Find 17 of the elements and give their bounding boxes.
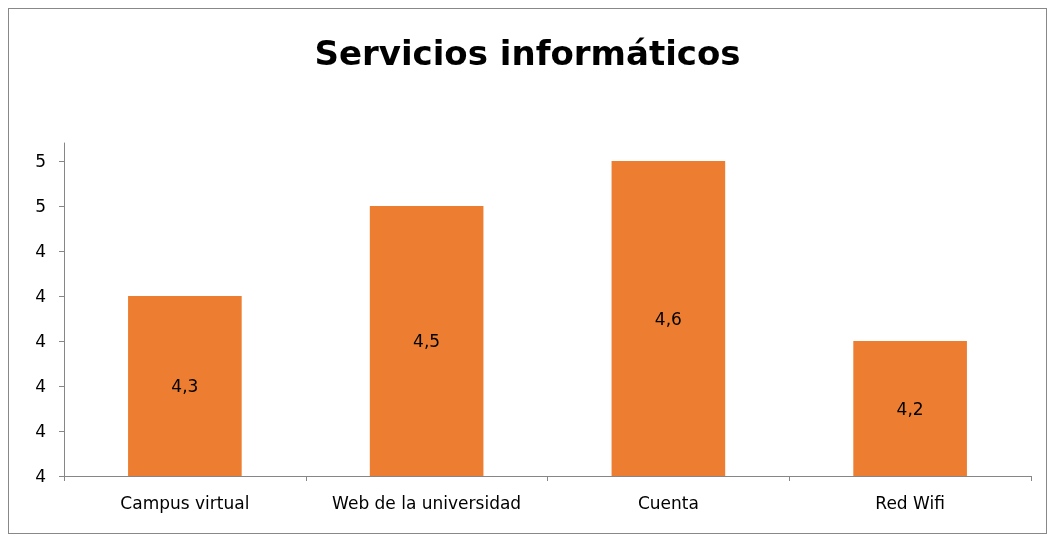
x-tick-label: Cuenta xyxy=(637,492,699,513)
y-tick-label: 4 xyxy=(35,466,46,486)
x-tick-label: Campus virtual xyxy=(120,492,250,513)
y-tick-label: 4 xyxy=(35,241,46,261)
y-tick-label: 4 xyxy=(35,286,46,306)
data-label: 4,2 xyxy=(896,398,924,419)
y-tick-label: 4 xyxy=(35,421,46,441)
y-tick-label: 5 xyxy=(35,151,46,171)
y-tick-label: 4 xyxy=(35,331,46,351)
x-tick-label: Red Wifi xyxy=(875,492,945,513)
y-tick-label: 4 xyxy=(35,376,46,396)
x-tick-label: Web de la universidad xyxy=(332,492,522,513)
data-label: 4,3 xyxy=(171,376,199,396)
chart-title: Servicios informáticos xyxy=(314,33,741,73)
y-tick-label: 5 xyxy=(35,196,46,216)
data-label: 4,5 xyxy=(413,331,441,351)
data-label: 4,6 xyxy=(654,308,682,329)
